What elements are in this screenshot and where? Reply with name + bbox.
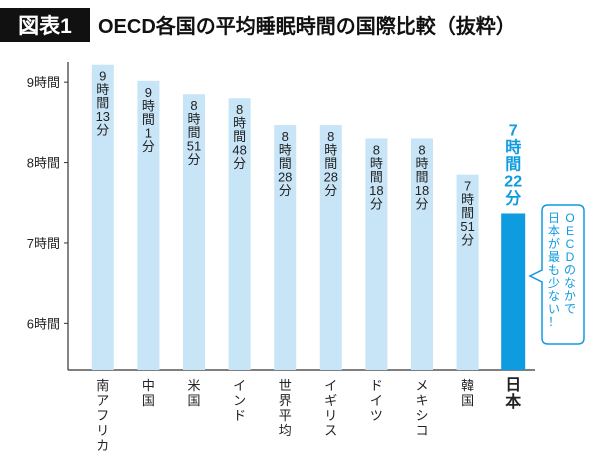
value-label: 8 時間 48 分 bbox=[232, 102, 246, 171]
x-tick-label: イギリス bbox=[324, 378, 337, 438]
bar bbox=[183, 94, 205, 371]
bar bbox=[456, 174, 479, 370]
x-tick-label: 世界平均 bbox=[279, 378, 292, 438]
value-label: 8 時間 28 分 bbox=[278, 129, 292, 198]
x-tick-label: 韓国 bbox=[461, 378, 474, 408]
value-label: 7 時間 51 分 bbox=[460, 179, 474, 248]
y-tick-label: 6時間 bbox=[27, 316, 60, 331]
value-label: 9 時間 13 分 bbox=[96, 69, 110, 138]
x-tick-label: インド bbox=[233, 378, 246, 423]
value-label: 7 時間 22 分 bbox=[504, 122, 522, 207]
badge-bg bbox=[0, 8, 90, 42]
x-tick-label: 米国 bbox=[187, 378, 200, 408]
x-tick-label: 南アフリカ bbox=[96, 378, 109, 453]
annotation: 日本が最も少ない！ bbox=[548, 211, 560, 329]
bar bbox=[365, 138, 388, 370]
x-tick-label: 中国 bbox=[142, 378, 155, 408]
value-label: 8 時間 18 分 bbox=[415, 142, 429, 211]
y-tick-label: 8時間 bbox=[27, 156, 60, 171]
bar bbox=[228, 98, 251, 370]
y-tick-label: 9時間 bbox=[27, 75, 60, 90]
badge: 図表1 bbox=[18, 15, 72, 38]
bar bbox=[274, 125, 297, 371]
value-label: 8 時間 28 分 bbox=[324, 129, 338, 198]
value-label: 8 時間 18 分 bbox=[369, 142, 383, 211]
bar bbox=[137, 80, 160, 371]
x-tick-label: ドイツ bbox=[370, 378, 383, 423]
x-tick-label: メキシコ bbox=[415, 378, 428, 438]
chart-title: OECD各国の平均睡眠時間の国際比較（抜粋） bbox=[98, 14, 516, 38]
value-label: 9 時間 1 分 bbox=[142, 85, 155, 154]
bar bbox=[501, 213, 526, 370]
annotation: O E C D のなかで bbox=[564, 211, 576, 316]
bar bbox=[411, 138, 433, 370]
bar bbox=[91, 64, 114, 371]
bar bbox=[319, 125, 342, 371]
callout bbox=[528, 204, 585, 345]
value-label: 8 時間 51 分 bbox=[187, 98, 201, 167]
x-tick-label: 日本 bbox=[505, 376, 521, 411]
y-tick-label: 7時間 bbox=[27, 236, 60, 251]
